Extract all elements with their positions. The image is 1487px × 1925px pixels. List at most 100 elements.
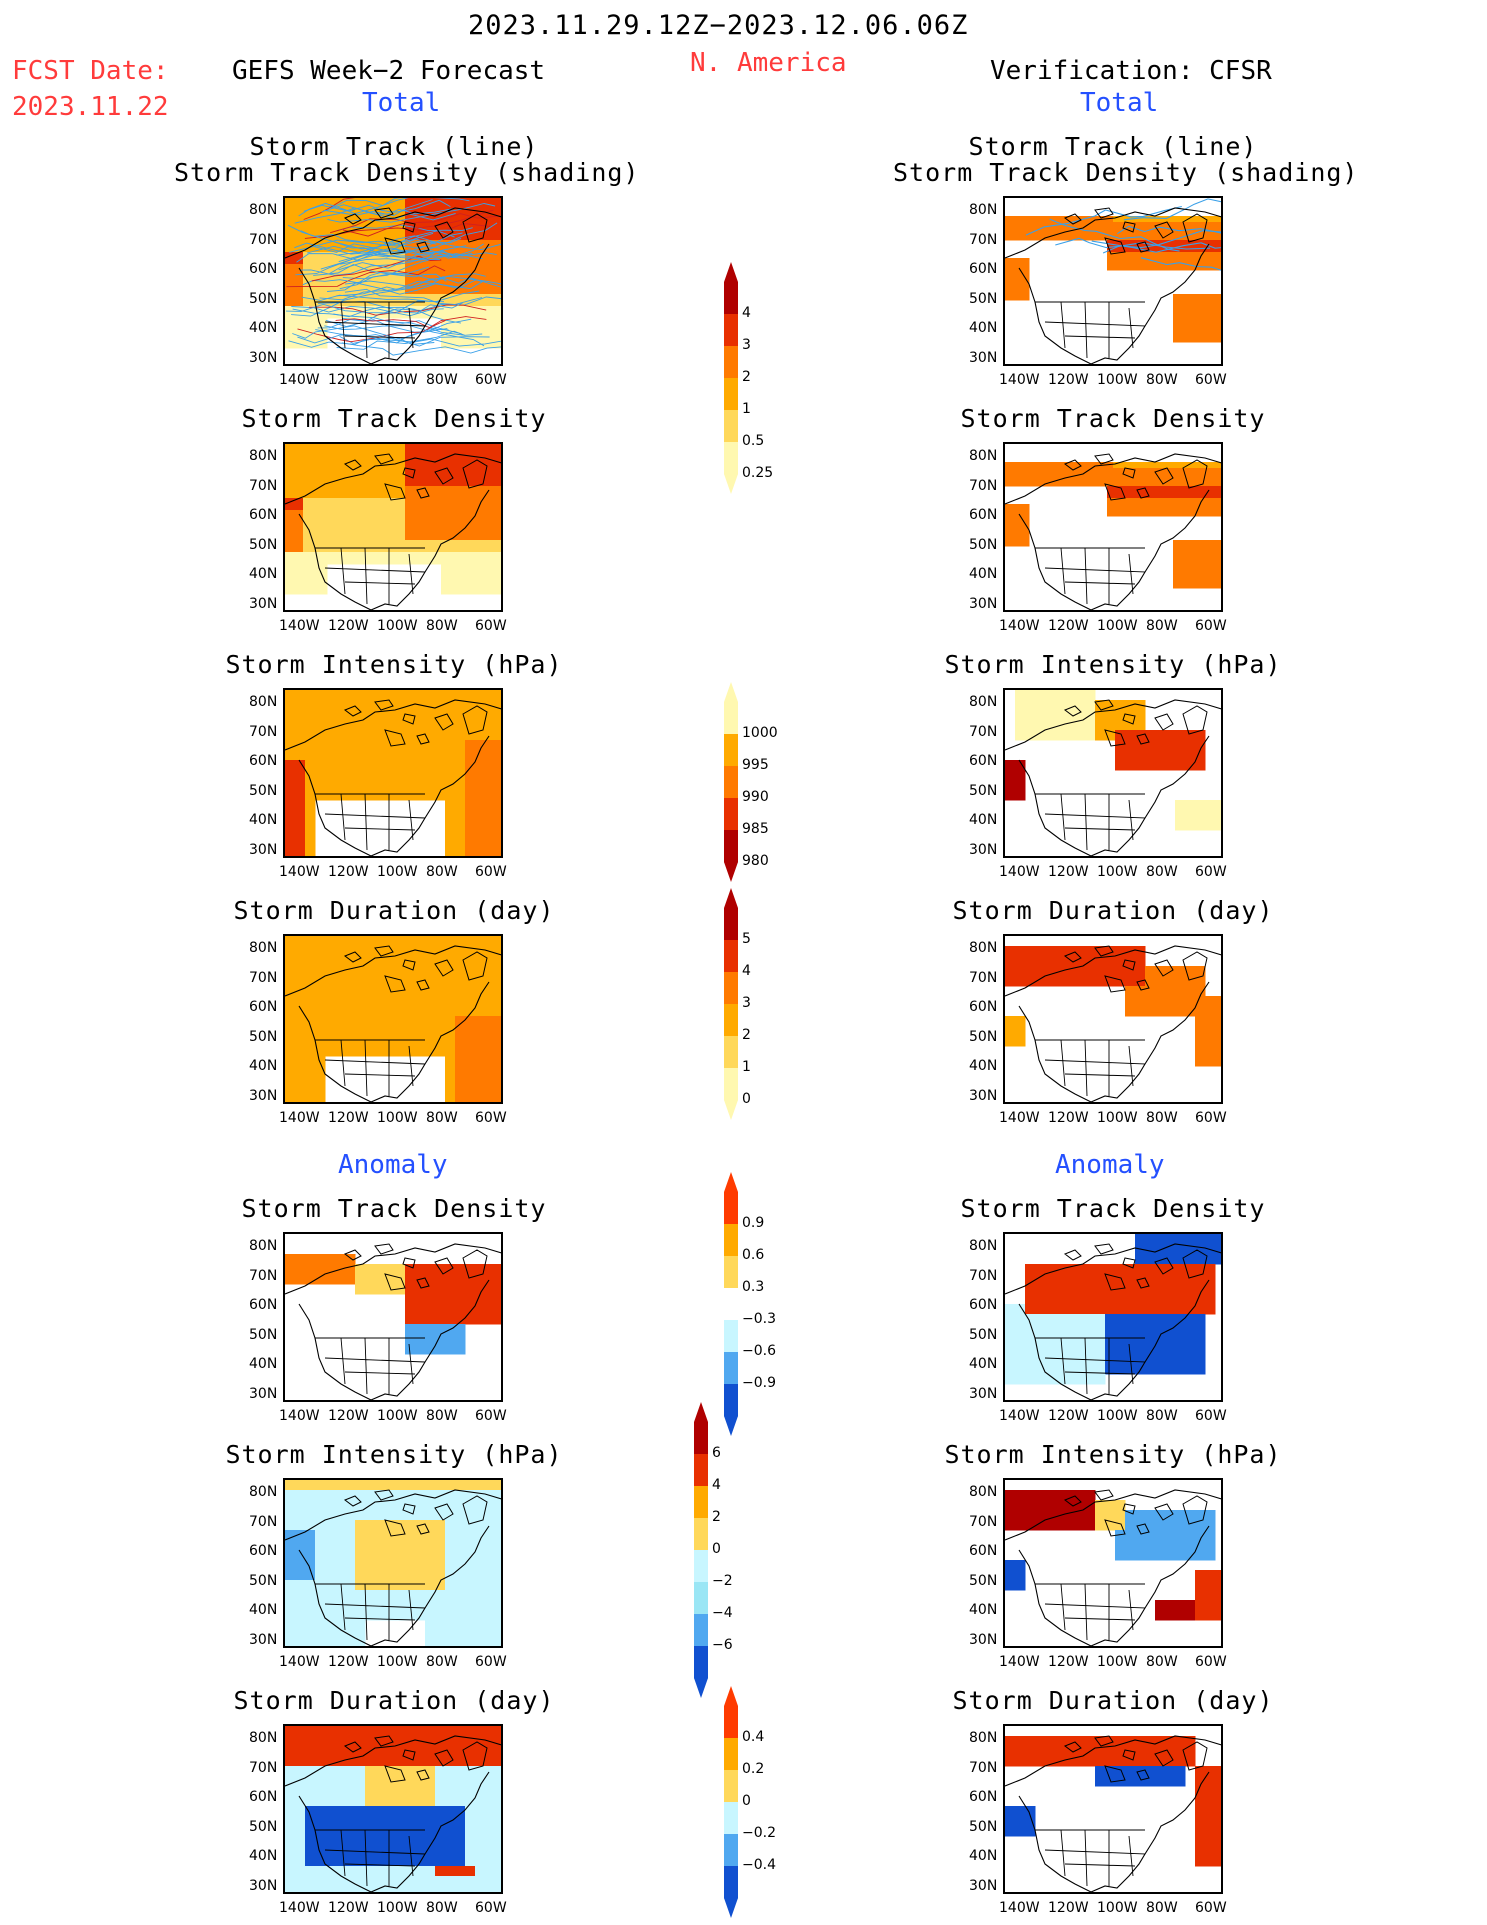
colorbar-tick-label: 0 (712, 1541, 721, 1557)
lat-tick-label: 60N (249, 1789, 278, 1805)
colorbar-tick-label: 3 (742, 995, 751, 1011)
colorbar-tick-label: 0.6 (742, 1247, 765, 1263)
lon-tick-label: 100W (1097, 618, 1138, 634)
lon-tick-label: 120W (328, 1110, 369, 1126)
colorbar-tick-label: 1 (742, 1059, 751, 1075)
colorbar-tick-label: 4 (742, 963, 751, 979)
lon-tick-label: 80W (1146, 1110, 1178, 1126)
lat-tick-label: 60N (249, 1297, 278, 1313)
lat-tick-label: 70N (969, 1513, 998, 1530)
lon-tick-label: 100W (1097, 864, 1138, 880)
right-anom-intensity-title: Storm Intensity (hPa) (944, 1440, 1282, 1469)
lat-tick-label: 60N (249, 1543, 278, 1559)
lat-tick-label: 40N (249, 812, 278, 828)
map-canvas (1005, 1489, 1221, 1646)
lat-tick-label: 70N (969, 723, 998, 740)
right-column-title: Verification: CFSR (990, 56, 1272, 86)
lon-tick-label: 100W (377, 864, 418, 880)
lat-tick-label: 60N (969, 999, 998, 1015)
left-track-title-1: Storm Track (line) (249, 132, 539, 161)
left-anom-density-title: Storm Track Density (241, 1194, 547, 1223)
lat-tick-label: 60N (249, 507, 278, 523)
map-frame (283, 1232, 503, 1402)
colorbar-density-anom: 0.9 0.6 0.3 −0.3 −0.6 −0.9 (724, 1172, 776, 1440)
lon-tick-label: 100W (1097, 1900, 1138, 1916)
lat-tick-label: 80N (969, 940, 998, 956)
right-density-title: Storm Track Density (960, 404, 1266, 433)
lon-tick-label: 140W (279, 1408, 320, 1424)
lon-tick-label: 100W (377, 618, 418, 634)
lat-tick-label: 30N (969, 1631, 998, 1648)
colorbar-intensity-anom: 6 4 2 0 −2 −4 −6 (694, 1402, 734, 1702)
map-canvas (1005, 1735, 1221, 1892)
map-canvas (1005, 198, 1221, 364)
right-duration-title: Storm Duration (day) (952, 896, 1274, 925)
lon-tick-label: 120W (1048, 1900, 1089, 1916)
lat-tick-label: 70N (249, 969, 278, 986)
lat-tick-label: 50N (249, 290, 278, 307)
lat-tick-label: 30N (249, 595, 278, 612)
map-frame (1003, 1232, 1223, 1402)
map-left-track: 80N 70N 60N 50N 40N 30N 140W 120W 100W 80W 60W (249, 196, 507, 388)
map-canvas (1005, 690, 1221, 856)
lat-tick-label: 50N (969, 782, 998, 799)
map-frame (283, 934, 503, 1104)
lat-tick-label: 40N (249, 1602, 278, 1618)
lat-tick-label: 40N (969, 1602, 998, 1618)
map-canvas (1005, 945, 1221, 1102)
lon-tick-label: 80W (1146, 618, 1178, 634)
lon-tick-label: 100W (377, 1654, 418, 1670)
lat-tick-label: 60N (249, 261, 278, 277)
lat-tick-label: 30N (249, 1877, 278, 1894)
right-anomaly-label: Anomaly (1055, 1150, 1165, 1180)
lat-tick-label: 40N (969, 320, 998, 336)
lon-tick-label: 140W (279, 1110, 320, 1126)
colorbar-tick-label: 0.3 (742, 1279, 765, 1295)
lat-tick-label: 30N (249, 841, 278, 858)
colorbar-tick-label: 2 (712, 1509, 721, 1525)
lon-tick-label: 140W (279, 864, 320, 880)
lon-tick-label: 80W (426, 1900, 458, 1916)
lon-tick-label: 60W (475, 618, 507, 634)
map-frame (1003, 934, 1223, 1104)
colorbar-tick-label: −0.2 (742, 1825, 776, 1841)
lon-tick-label: 60W (1195, 372, 1227, 388)
left-density-title: Storm Track Density (241, 404, 547, 433)
lat-tick-label: 70N (249, 231, 278, 248)
lon-tick-label: 120W (1048, 864, 1089, 880)
lon-tick-label: 140W (279, 1654, 320, 1670)
map-frame (283, 1724, 503, 1894)
lat-tick-label: 70N (969, 231, 998, 248)
lat-tick-label: 70N (969, 969, 998, 986)
colorbar-duration-anom: 0.4 0.2 0 −0.2 −0.4 (724, 1686, 776, 1922)
lon-tick-label: 80W (426, 1408, 458, 1424)
lon-tick-label: 60W (475, 372, 507, 388)
lon-tick-label: 80W (426, 1110, 458, 1126)
colorbar-tick-label: −4 (712, 1605, 733, 1621)
map-right-track: 80N 70N 60N 50N 40N 30N 140W 120W 100W 80W 60W (969, 196, 1227, 388)
lat-tick-label: 30N (249, 1631, 278, 1648)
map-left-duration: 80N 70N 60N 50N 40N 30N 140W 120W 100W 80W 60W (249, 934, 507, 1126)
colorbar-tick-label: 3 (742, 337, 751, 353)
lat-tick-label: 50N (969, 536, 998, 553)
lat-tick-label: 80N (249, 1730, 278, 1746)
lat-tick-label: 80N (969, 448, 998, 464)
map-frame (1003, 1724, 1223, 1894)
map-left-anom-density: 80N 70N 60N 50N 40N 30N 140W 120W 100W 80W 60W (249, 1232, 507, 1424)
lat-tick-label: 40N (249, 566, 278, 582)
lon-tick-label: 60W (1195, 618, 1227, 634)
map-canvas (285, 690, 501, 856)
lon-tick-label: 140W (999, 618, 1040, 634)
right-anom-duration-title: Storm Duration (day) (952, 1686, 1274, 1715)
colorbar-tick-label: 6 (712, 1445, 721, 1461)
left-track-title-2: Storm Track Density (shading) (174, 158, 640, 187)
lon-tick-label: 140W (999, 1900, 1040, 1916)
colorbar-tick-label: −2 (712, 1573, 733, 1589)
map-canvas (285, 198, 501, 364)
map-canvas (285, 1243, 501, 1400)
lat-tick-label: 40N (969, 1058, 998, 1074)
colorbar-tick-label: 0 (742, 1793, 751, 1809)
colorbar-tick-label: 990 (742, 789, 769, 805)
lon-tick-label: 60W (475, 1654, 507, 1670)
colorbar-tick-label: 980 (742, 853, 769, 869)
